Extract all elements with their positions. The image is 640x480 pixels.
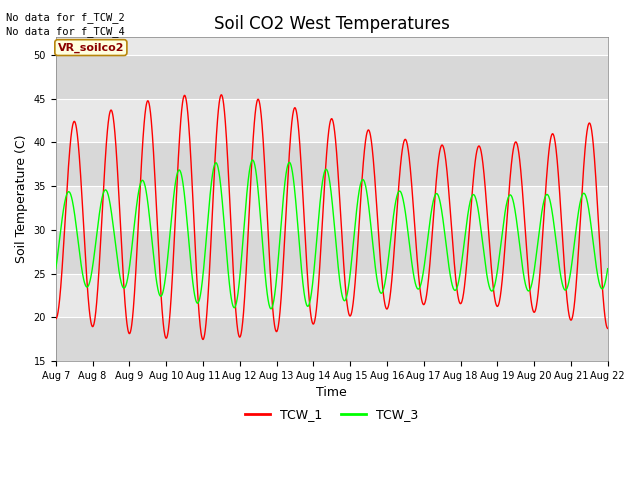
Bar	[56, 230, 608, 274]
Bar	[56, 274, 608, 317]
Bar	[56, 317, 608, 361]
TCW_1	[52, 316, 60, 322]
Legend: TCW_1, TCW_3: TCW_1, TCW_3	[240, 403, 423, 426]
TCW_3	[487, 288, 495, 293]
TCW_1	[588, 132, 596, 137]
Text: No data for f_TCW_4: No data for f_TCW_4	[6, 26, 125, 37]
TCW_3	[604, 266, 612, 272]
TCW_3	[268, 306, 275, 312]
TCW_1	[588, 130, 596, 135]
Bar	[56, 143, 608, 186]
Y-axis label: Soil Temperature (C): Soil Temperature (C)	[15, 135, 28, 264]
TCW_3	[306, 298, 314, 304]
TCW_1	[80, 228, 88, 234]
TCW_3	[52, 266, 60, 272]
Text: No data for f_TCW_2: No data for f_TCW_2	[6, 12, 125, 23]
Line: TCW_1: TCW_1	[56, 95, 608, 339]
Bar	[56, 186, 608, 230]
TCW_3	[321, 168, 328, 174]
TCW_1	[306, 306, 314, 312]
TCW_1	[218, 92, 225, 98]
Line: TCW_3: TCW_3	[56, 160, 608, 309]
TCW_1	[321, 179, 328, 185]
Bar	[56, 98, 608, 143]
Text: VR_soilco2: VR_soilco2	[58, 42, 124, 53]
TCW_1	[604, 325, 612, 331]
TCW_1	[199, 336, 207, 342]
TCW_3	[80, 277, 88, 283]
TCW_3	[588, 230, 596, 236]
TCW_3	[588, 232, 596, 238]
Title: Soil CO2 West Temperatures: Soil CO2 West Temperatures	[214, 15, 450, 33]
X-axis label: Time: Time	[316, 386, 347, 399]
TCW_3	[249, 157, 257, 163]
Bar	[56, 55, 608, 98]
TCW_1	[487, 259, 495, 265]
